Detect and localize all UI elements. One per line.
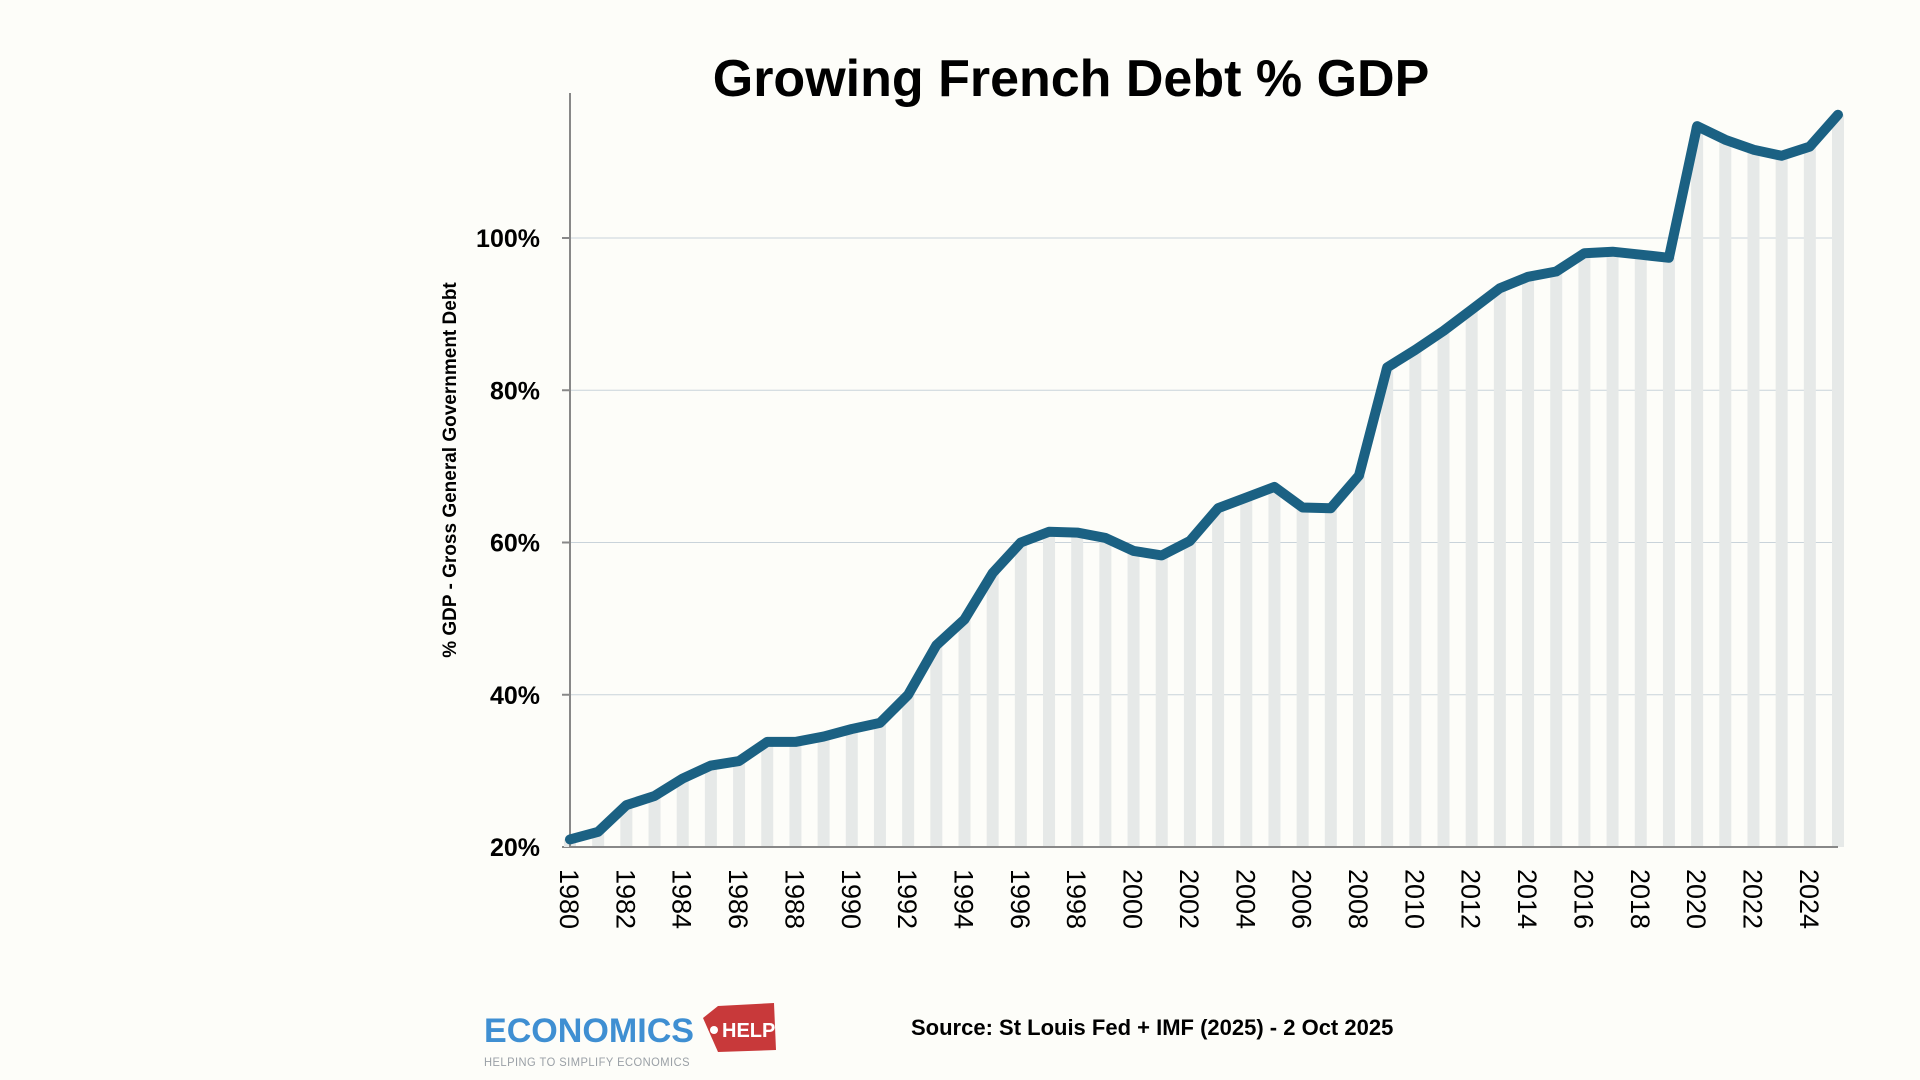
gridlines [562, 237, 1838, 848]
logo-tag-hole [710, 1026, 718, 1034]
drop-bar [845, 729, 858, 847]
logo-tag-shape [703, 1003, 776, 1052]
drop-bar [1550, 271, 1563, 847]
x-tick-label: 2010 [1399, 869, 1429, 929]
x-tick-label: 1996 [1005, 869, 1035, 929]
x-tick-label: 2018 [1625, 869, 1655, 929]
drop-bar [873, 722, 886, 847]
x-tick-label: 1984 [667, 869, 697, 929]
drop-bar [1155, 555, 1168, 847]
drop-bar [1606, 251, 1619, 847]
logo-help-text: HELP [722, 1020, 775, 1042]
x-tick-label: 2004 [1230, 869, 1260, 929]
axes [569, 93, 1838, 848]
x-tick-label: 2022 [1737, 869, 1767, 929]
drop-bar [1691, 126, 1704, 847]
drop-bar [1352, 475, 1365, 847]
x-tick-label: 2016 [1568, 869, 1598, 929]
x-tick-label: 2006 [1287, 869, 1317, 929]
drop-bar [986, 572, 999, 847]
drop-bar [1493, 288, 1506, 847]
chart-title: Growing French Debt % GDP [713, 50, 1430, 108]
drop-bars [564, 114, 1844, 848]
y-tick-label: 20% [490, 834, 540, 862]
drop-bar [1381, 367, 1394, 847]
drop-bar [1775, 155, 1788, 847]
drop-bar [1522, 276, 1535, 848]
drop-bar [1240, 497, 1253, 847]
drop-bar [1127, 550, 1140, 847]
drop-bar [1014, 542, 1027, 847]
drop-bar [1465, 309, 1478, 847]
drop-bar [1296, 507, 1309, 847]
drop-bar [1578, 253, 1591, 848]
x-tick-label: 1992 [892, 869, 922, 929]
drop-bar [1212, 508, 1225, 847]
drop-bar [817, 736, 830, 847]
drop-bar [1634, 254, 1647, 847]
x-tick-label: 1990 [836, 869, 866, 929]
x-tick-label: 1998 [1061, 869, 1091, 929]
x-tick-label: 1988 [779, 869, 809, 929]
drop-bar [1832, 114, 1844, 848]
drop-bar [1662, 257, 1675, 848]
series-line [565, 109, 1843, 845]
drop-bar [648, 795, 661, 847]
drop-bar [620, 805, 633, 847]
x-tick-label: 1980 [554, 869, 584, 929]
drop-bar [733, 760, 746, 847]
x-tick-label: 2020 [1681, 869, 1711, 929]
x-tick-label: 1986 [723, 869, 753, 929]
x-tick-label: 2024 [1794, 869, 1824, 929]
x-tick-label: 1994 [948, 869, 978, 929]
drop-bar [789, 741, 802, 847]
drop-bar [1099, 537, 1112, 847]
y-tick-label: 80% [490, 377, 540, 405]
x-tick-label: 2012 [1456, 869, 1486, 929]
y-tick-label: 60% [490, 530, 540, 558]
drop-bar [1324, 508, 1337, 847]
x-tick-label: 2014 [1512, 869, 1542, 929]
drop-bar [1409, 349, 1422, 847]
source-note: Source: St Louis Fed + IMF (2025) - 2 Oc… [911, 1015, 1393, 1040]
drop-bar [1719, 139, 1732, 847]
drop-bar [1043, 531, 1056, 847]
drop-bar [958, 619, 971, 847]
y-tick-label: 40% [490, 682, 540, 710]
x-tick-labels: 1980 1982 1984 1986 1988 1990 1992 1994 1996 1998… [554, 869, 1824, 929]
x-tick-label: 2008 [1343, 869, 1373, 929]
economics-help-logo: ECONOMICS HELP HELPING TO SIMPLIFY ECONO… [484, 1003, 776, 1069]
drop-bar [902, 694, 915, 847]
logo-tagline: HELPING TO SIMPLIFY ECONOMICS [484, 1055, 690, 1069]
drop-bar [761, 741, 774, 847]
drop-bar [1803, 146, 1816, 847]
drop-bar [1183, 540, 1196, 847]
drop-bar [1268, 486, 1281, 847]
drop-bar [1747, 149, 1760, 847]
drop-bar [1437, 330, 1450, 847]
x-tick-label: 2002 [1174, 869, 1204, 929]
x-tick-label: 1982 [610, 869, 640, 929]
y-tick-label: 100% [476, 225, 540, 253]
logo-main-text: ECONOMICS [484, 1012, 694, 1050]
drop-bar [676, 778, 689, 847]
drop-bar [704, 765, 717, 847]
x-tick-label: 2000 [1118, 869, 1148, 929]
y-axis-label: % GDP - Gross General Government Debt [440, 282, 461, 658]
y-tick-labels: 20% 40% 60% 80% 100% [476, 225, 540, 862]
drop-bar [930, 645, 943, 847]
drop-bar [1071, 532, 1084, 847]
